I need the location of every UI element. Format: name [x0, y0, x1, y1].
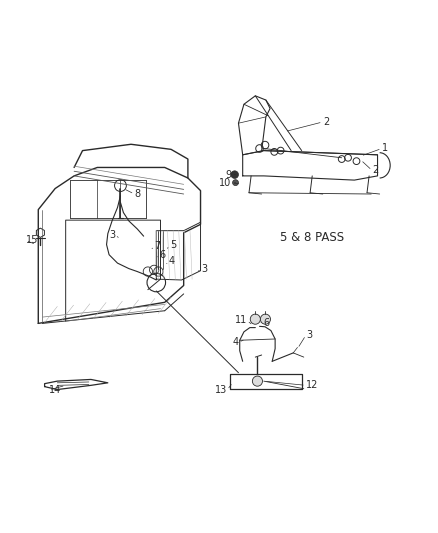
Text: 7: 7	[154, 241, 160, 251]
Circle shape	[230, 171, 238, 179]
Text: 11: 11	[234, 316, 246, 326]
Circle shape	[232, 180, 238, 185]
Text: 3: 3	[305, 330, 311, 340]
Text: 12: 12	[305, 381, 318, 390]
Circle shape	[252, 376, 262, 386]
Text: 6: 6	[159, 249, 165, 260]
Text: 1: 1	[381, 143, 387, 154]
Text: 2: 2	[371, 165, 378, 175]
Text: 10: 10	[219, 179, 231, 189]
Text: 4: 4	[169, 256, 175, 266]
Text: 5: 5	[170, 240, 176, 251]
Circle shape	[250, 314, 260, 324]
Text: 8: 8	[134, 189, 140, 199]
Text: 3: 3	[201, 264, 207, 273]
Text: 5 & 8 PASS: 5 & 8 PASS	[279, 231, 343, 244]
Circle shape	[260, 314, 270, 324]
Text: 3: 3	[109, 230, 115, 240]
Text: 13: 13	[214, 385, 226, 395]
Text: 14: 14	[49, 385, 61, 395]
Text: 2: 2	[322, 117, 328, 127]
Text: 15: 15	[25, 236, 38, 245]
Text: 4: 4	[232, 337, 238, 348]
Text: 6: 6	[263, 318, 269, 328]
Text: 9: 9	[225, 169, 231, 180]
